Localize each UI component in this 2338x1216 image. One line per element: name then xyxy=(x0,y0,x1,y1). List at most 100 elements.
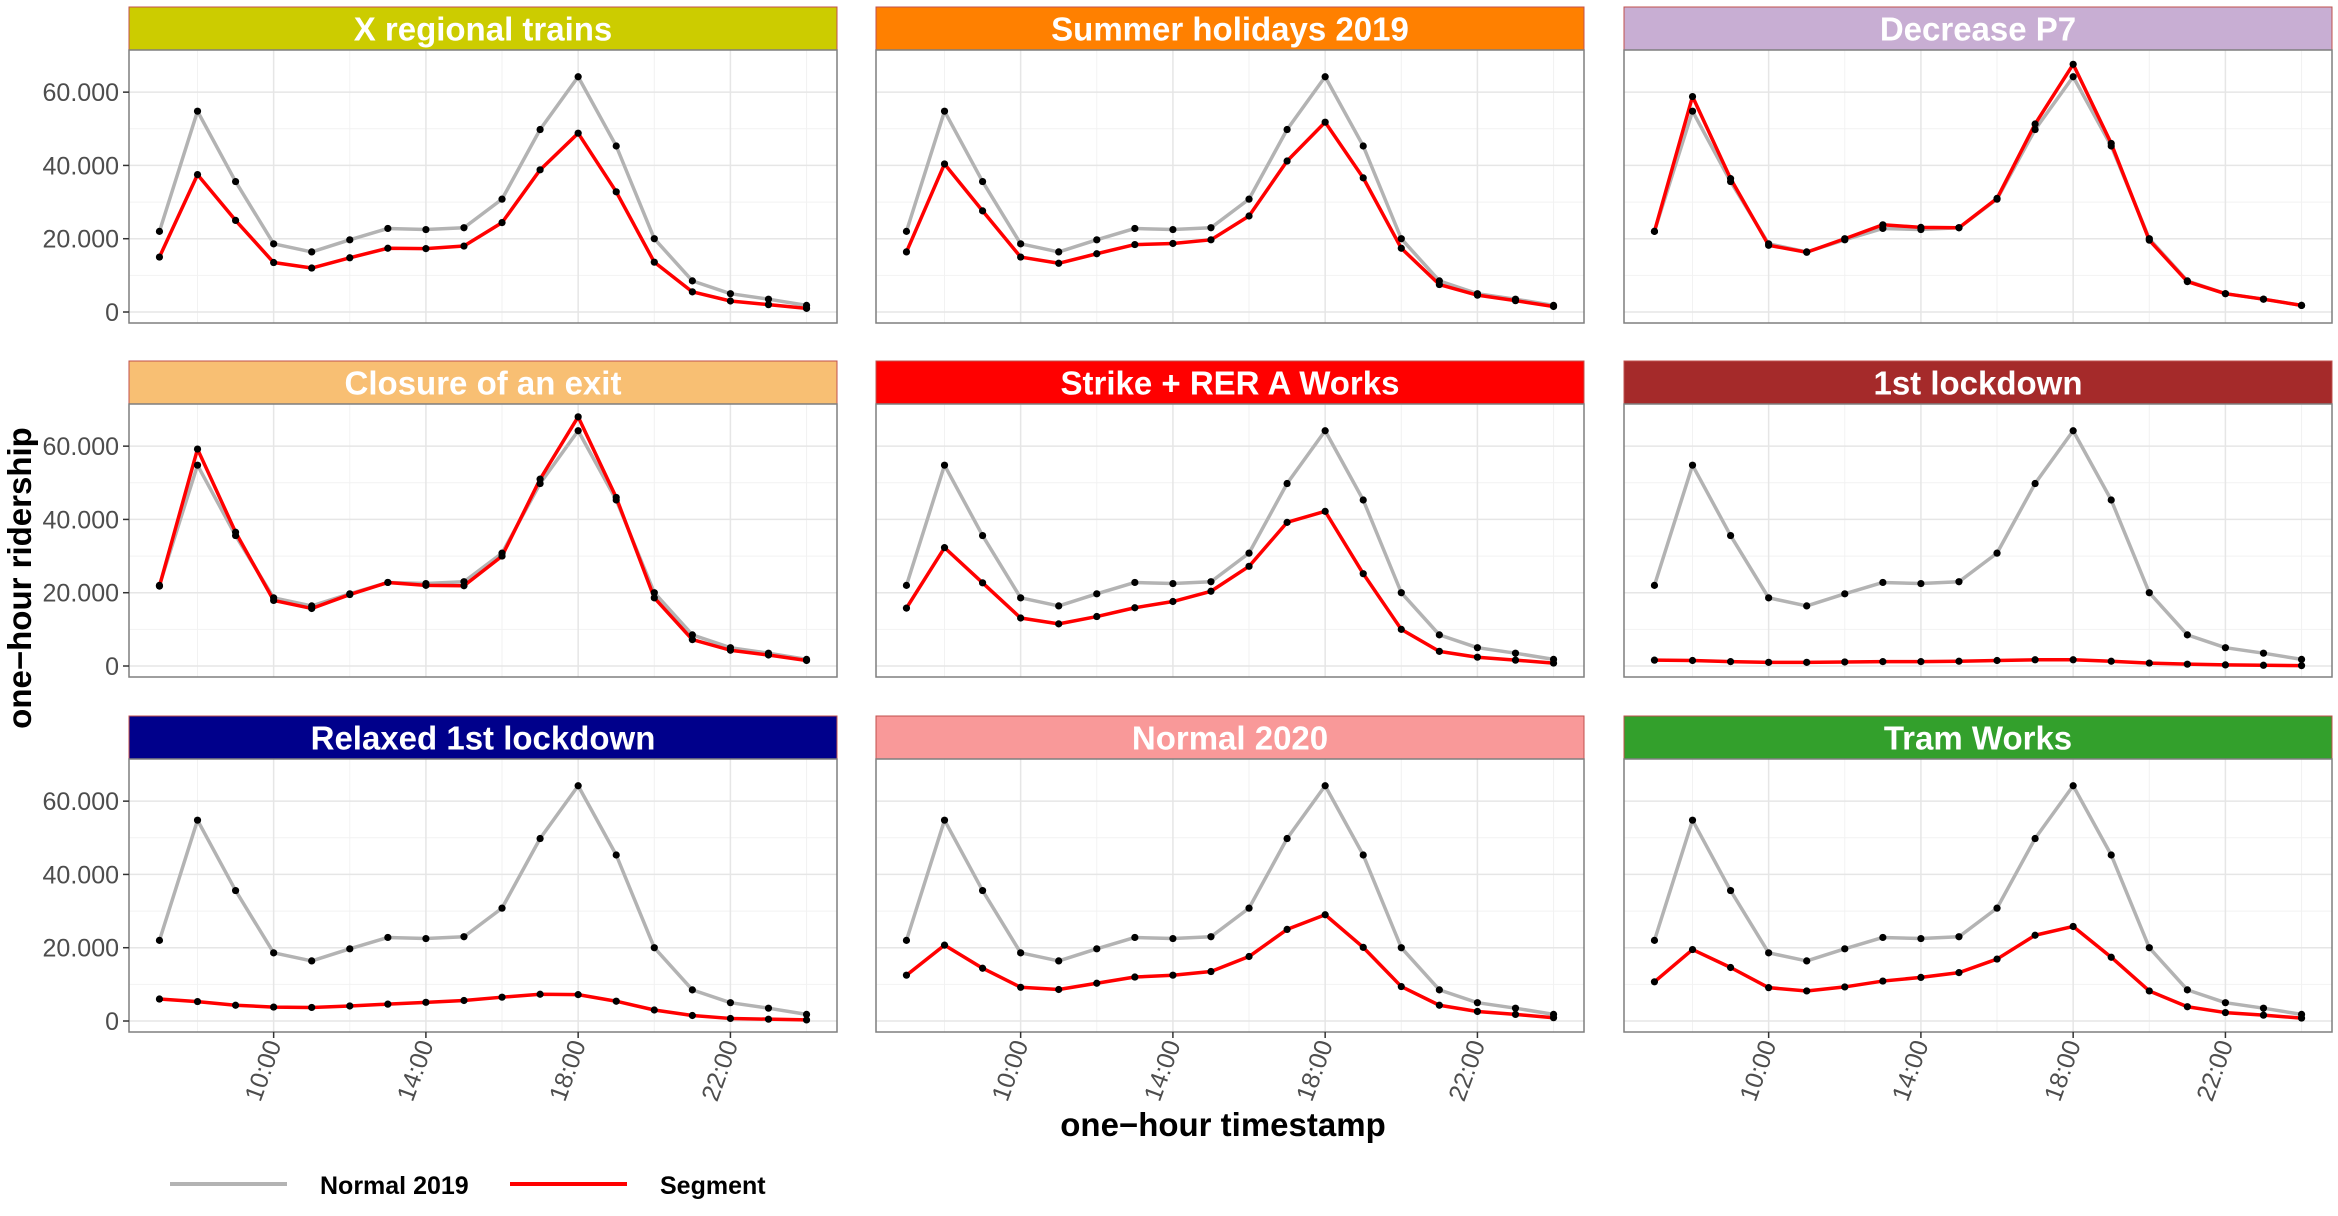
panel-title-summer-holidays-2019: Summer holidays 2019 xyxy=(1051,11,1409,48)
data-point-normal-2019 xyxy=(902,227,911,235)
data-point-segment xyxy=(1055,985,1063,994)
data-point-normal-2019 xyxy=(2031,125,2039,134)
data-point-segment xyxy=(1169,597,1177,606)
data-point-segment xyxy=(802,1016,811,1024)
data-point-segment xyxy=(1917,223,1925,231)
data-point-normal-2019 xyxy=(764,295,773,303)
data-point-segment xyxy=(1879,658,1887,666)
data-point-normal-2019 xyxy=(2069,427,2077,435)
data-point-segment xyxy=(940,544,949,552)
plot-area xyxy=(876,50,1584,323)
data-point-normal-2019 xyxy=(650,235,658,243)
data-point-segment xyxy=(2221,290,2230,298)
data-point-segment xyxy=(498,993,506,1001)
series-line-segment xyxy=(905,912,1554,1020)
data-point-normal-2019 xyxy=(1650,581,1659,589)
data-point-segment xyxy=(460,582,468,590)
data-point-segment xyxy=(764,651,773,659)
data-point-normal-2019 xyxy=(1169,579,1177,588)
panel-strip-relaxed-1st-lockdown xyxy=(128,715,838,760)
data-point-normal-2019 xyxy=(2031,834,2039,843)
data-point-normal-2019 xyxy=(2183,631,2191,639)
data-point-segment xyxy=(1397,625,1405,633)
data-point-normal-2019 xyxy=(940,107,949,115)
data-point-segment xyxy=(270,1003,278,1011)
data-point-segment xyxy=(346,1002,354,1010)
data-point-normal-2019 xyxy=(902,581,911,589)
data-point-normal-2019 xyxy=(1245,549,1253,557)
data-point-segment xyxy=(2145,236,2153,244)
data-point-normal-2019 xyxy=(688,277,696,285)
data-point-segment xyxy=(1207,967,1215,976)
data-point-segment xyxy=(536,166,544,174)
data-point-segment xyxy=(1169,971,1177,979)
data-point-normal-2019 xyxy=(2145,944,2153,952)
data-point-segment xyxy=(1359,570,1367,578)
data-point-normal-2019 xyxy=(650,944,658,952)
data-point-normal-2019 xyxy=(2145,589,2153,597)
data-point-segment xyxy=(1473,291,1482,299)
data-point-normal-2019 xyxy=(1993,549,2001,557)
data-point-segment xyxy=(574,991,582,999)
data-point-segment xyxy=(1169,239,1177,248)
data-point-segment xyxy=(1473,1007,1482,1016)
y-tick-label: 40.000 xyxy=(43,861,119,889)
grid xyxy=(1624,50,2332,323)
data-point-segment xyxy=(1283,157,1291,165)
data-point-segment xyxy=(2031,120,2039,128)
plot-area xyxy=(1624,50,2332,323)
panel-title-1st-lockdown: 1st lockdown xyxy=(1873,365,2082,402)
data-point-segment xyxy=(231,528,240,536)
panel-summer-holidays-2019: Summer holidays 2019 xyxy=(875,6,1585,324)
panel-strip-tram-works xyxy=(1623,715,2333,760)
data-point-normal-2019 xyxy=(1688,461,1697,469)
grid xyxy=(129,404,837,677)
y-tick-label: 0 xyxy=(105,299,119,327)
panel-border xyxy=(875,758,1585,1033)
data-point-normal-2019 xyxy=(1397,944,1405,952)
data-point-segment xyxy=(422,245,430,253)
panel-border xyxy=(128,49,838,324)
data-point-normal-2019 xyxy=(612,142,620,150)
data-point-segment xyxy=(1131,604,1139,612)
data-point-normal-2019 xyxy=(1321,427,1329,435)
data-point-segment xyxy=(155,995,164,1003)
data-point-segment xyxy=(536,990,544,998)
plot-area xyxy=(876,404,1584,677)
data-point-normal-2019 xyxy=(1435,986,1443,994)
data-point-normal-2019 xyxy=(1359,496,1367,504)
data-point-normal-2019 xyxy=(2031,479,2039,488)
series-line-normal-2019 xyxy=(157,784,807,1017)
data-point-segment xyxy=(1055,259,1063,267)
data-point-segment xyxy=(1803,987,1811,995)
panel-border xyxy=(1623,758,2333,1033)
y-tick-label: 0 xyxy=(105,653,119,681)
data-point-normal-2019 xyxy=(2069,782,2077,790)
data-point-segment xyxy=(1650,656,1659,664)
data-point-segment xyxy=(1131,240,1139,249)
data-point-normal-2019 xyxy=(1207,933,1215,941)
data-point-segment xyxy=(764,1015,773,1023)
panel-strip-normal-2020 xyxy=(875,715,1585,760)
series-line-segment xyxy=(1653,924,2302,1020)
data-point-segment xyxy=(1511,1010,1520,1019)
data-point-segment xyxy=(1993,656,2001,665)
data-point-segment xyxy=(193,445,202,453)
data-point-normal-2019 xyxy=(764,1004,773,1012)
data-point-normal-2019 xyxy=(193,816,202,824)
data-point-normal-2019 xyxy=(460,224,468,232)
data-point-normal-2019 xyxy=(1473,644,1482,652)
data-point-segment xyxy=(2221,661,2230,669)
data-point-segment xyxy=(1245,562,1253,570)
data-point-segment xyxy=(1207,236,1215,244)
data-point-normal-2019 xyxy=(422,934,430,943)
data-point-segment xyxy=(726,646,735,654)
data-point-segment xyxy=(422,998,430,1006)
data-point-segment xyxy=(612,493,620,502)
data-point-segment xyxy=(1055,620,1063,628)
plot-area xyxy=(129,759,837,1032)
data-point-segment xyxy=(1245,212,1253,220)
data-point-segment xyxy=(1321,911,1329,919)
data-point-segment xyxy=(1549,302,1558,311)
data-point-segment xyxy=(726,297,735,305)
